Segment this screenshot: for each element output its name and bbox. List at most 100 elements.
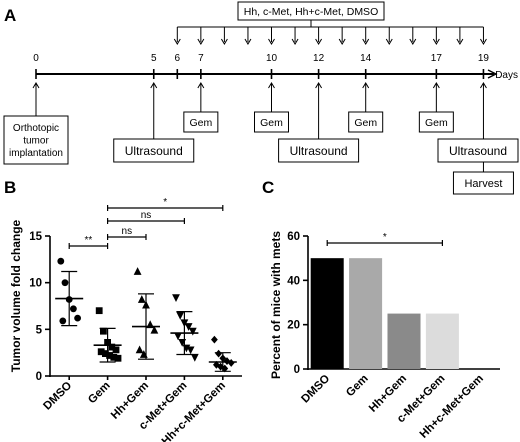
event-arrowhead xyxy=(362,82,370,89)
panel-label-b: B xyxy=(4,178,16,197)
event-arrowhead xyxy=(315,82,323,89)
b-point xyxy=(190,353,199,362)
b-sig-label: ** xyxy=(85,235,93,246)
event-8: Ultrasound xyxy=(437,82,519,163)
treatment-arrowhead xyxy=(362,38,370,45)
event-arrowhead xyxy=(432,82,440,89)
event-label: Gem xyxy=(189,117,212,129)
b-point xyxy=(110,353,118,361)
c-y-tick-label: 0 xyxy=(294,364,300,376)
b-point xyxy=(135,345,144,354)
b-point xyxy=(57,257,65,265)
event-label: Gem xyxy=(354,117,377,129)
b-x-tick-label: Gem xyxy=(86,380,113,407)
event-label: Gem xyxy=(260,117,283,129)
event-label: Ultrasound xyxy=(290,144,348,158)
b-point xyxy=(61,279,69,287)
event-7: Gem xyxy=(418,82,454,133)
c-y-tick-label: 20 xyxy=(287,320,300,332)
b-sig-label: * xyxy=(163,197,167,208)
b-point xyxy=(150,325,159,334)
b-sig-label: ns xyxy=(141,210,152,221)
event-label: Ultrasound xyxy=(125,144,183,158)
day-tick-label: 17 xyxy=(431,53,443,64)
event-arrowhead xyxy=(480,82,487,89)
b-point xyxy=(137,295,146,303)
mets-percent-chart: Percent of mice with mets 0 20 40 60 DMSO Gem… xyxy=(269,231,500,441)
b-point xyxy=(213,360,220,369)
b-point xyxy=(215,349,222,358)
treatment-arrowhead xyxy=(338,38,346,45)
day-tick-label: 14 xyxy=(360,53,372,64)
b-point xyxy=(211,335,218,344)
treatment-arrowhead xyxy=(315,38,323,45)
event-label: Orthotopic tumor implantation xyxy=(9,123,63,159)
b-point xyxy=(184,323,193,331)
b-point xyxy=(108,343,116,351)
event-3: Gem xyxy=(183,82,219,133)
c-y-axis-label: Percent of mice with mets xyxy=(269,231,283,379)
panel-label-c: C xyxy=(262,178,274,197)
treatment-arrowhead xyxy=(244,38,252,45)
days-label: Days xyxy=(495,70,518,81)
event-9: Harvest xyxy=(452,162,514,195)
treatment-arrowhead xyxy=(291,38,299,45)
c-y-tick-label: 60 xyxy=(287,231,300,243)
treatment-arrowhead xyxy=(432,38,440,45)
b-point xyxy=(221,364,229,373)
treatment-arrowhead xyxy=(456,38,464,45)
treatment-label: Hh, c-Met, Hh+c-Met, DMSO xyxy=(244,6,378,18)
b-y-tick-label: 0 xyxy=(36,371,42,383)
b-point xyxy=(112,346,120,354)
c-bar xyxy=(425,313,459,369)
event-arrowhead xyxy=(197,82,205,89)
b-point xyxy=(186,346,195,355)
treatment-arrowhead xyxy=(268,38,275,45)
b-y-tick-label: 15 xyxy=(29,231,42,243)
timeline: Hh, c-Met, Hh+c-Met, DMSO Days 0 5 6 7 10 12 1… xyxy=(3,1,519,195)
treatment-arrowhead xyxy=(197,38,205,45)
panel-label-a: A xyxy=(4,6,16,25)
c-bar xyxy=(349,258,383,369)
treatment-arrowhead xyxy=(409,38,417,45)
b-x-tick-label: DMSO xyxy=(41,380,74,413)
event-5: Ultrasound xyxy=(278,82,360,163)
b-point xyxy=(106,352,113,359)
day-tick-label: 0 xyxy=(33,53,39,64)
c-x-tick-label: DMSO xyxy=(299,373,332,406)
treatment-arrowhead xyxy=(173,38,181,45)
b-point xyxy=(227,359,235,367)
event-label: Harvest xyxy=(464,178,502,190)
b-x-tick-label: Hh+c-Met+Gem xyxy=(160,380,228,442)
event-arrowhead xyxy=(150,82,158,89)
day-tick-label: 19 xyxy=(478,53,490,64)
b-y-tick-label: 10 xyxy=(29,278,42,290)
day-tick-label: 7 xyxy=(198,53,204,64)
timeline-arrowhead xyxy=(487,69,498,79)
treatment-arrowhead xyxy=(385,38,393,45)
b-point xyxy=(176,311,185,320)
c-bar xyxy=(387,313,421,369)
treatment-arrowhead xyxy=(220,38,228,45)
c-x-tick-label: Gem xyxy=(344,373,371,400)
event-4: Gem xyxy=(254,82,289,133)
b-point xyxy=(97,348,105,356)
b-point xyxy=(174,332,182,341)
b-point xyxy=(74,314,81,322)
event-2: Ultrasound xyxy=(113,82,195,163)
b-point xyxy=(95,307,103,315)
event-label: Ultrasound xyxy=(449,144,507,158)
day-tick-label: 5 xyxy=(151,53,157,64)
event-arrowhead xyxy=(268,82,275,89)
event-1: Orthotopic tumor implantation xyxy=(3,82,69,165)
b-point xyxy=(133,267,142,275)
b-point xyxy=(172,294,180,302)
b-point xyxy=(188,327,197,336)
c-bar xyxy=(310,258,344,369)
event-6: Gem xyxy=(348,82,384,133)
b-y-tick-label: 5 xyxy=(36,324,43,336)
b-point xyxy=(59,317,67,325)
event-box xyxy=(3,115,69,165)
